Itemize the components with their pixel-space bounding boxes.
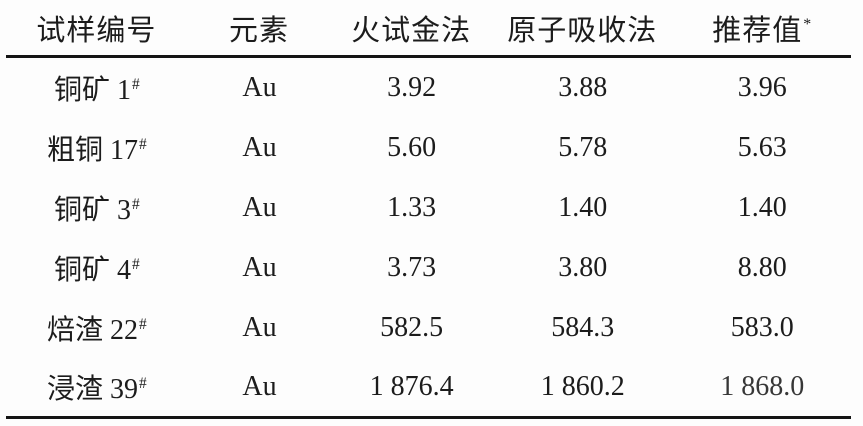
header-fire-assay: 火试金法 (331, 0, 492, 58)
sample-id-cell: 铜矿 4# (53, 255, 140, 286)
table-row: 浸渣 39# Au 1 876.4 1 860.2 1 868.0 (6, 358, 851, 419)
recommended-value-cell: 1.40 (737, 192, 787, 223)
results-table: 试样编号 元素 火试金法 原子吸收法 推荐值* 铜矿 1# Au 3.92 3.… (6, 0, 851, 419)
recommended-value-cell: 1 868.0 (673, 358, 851, 419)
fire-assay-cell: 3.92 (387, 72, 437, 103)
header-sample-id: 试样编号 (6, 0, 188, 58)
element-cell: Au (242, 312, 277, 343)
table-body: 铜矿 1# Au 3.92 3.88 3.96 粗铜 17# Au 5.60 5… (6, 57, 851, 419)
hash-superscript: # (131, 75, 140, 93)
element-cell: Au (242, 192, 277, 223)
recommended-value-cell: 3.96 (737, 72, 787, 103)
asterisk-superscript: * (803, 15, 813, 33)
hash-superscript: # (131, 255, 140, 273)
sample-id-cell: 浸渣 39# (6, 358, 188, 419)
sample-id-cell: 粗铜 17# (46, 135, 147, 166)
header-recommended-value: 推荐值* (673, 0, 851, 58)
hash-superscript: # (138, 315, 147, 333)
fire-assay-cell: 1 876.4 (331, 358, 492, 419)
table-row: 铜矿 4# Au 3.73 3.80 8.80 (6, 238, 851, 298)
fire-assay-cell: 582.5 (380, 312, 444, 343)
fire-assay-cell: 3.73 (387, 252, 437, 283)
table-row: 铜矿 1# Au 3.92 3.88 3.96 (6, 57, 851, 119)
recommended-value-cell: 583.0 (730, 312, 794, 343)
atomic-absorption-cell: 1.40 (558, 192, 608, 223)
hash-superscript: # (131, 195, 140, 213)
fire-assay-cell: 5.60 (387, 132, 437, 163)
element-cell: Au (242, 132, 277, 163)
atomic-absorption-cell: 3.80 (558, 252, 608, 283)
sample-id-cell: 焙渣 22# (46, 315, 147, 346)
sample-id-cell: 铜矿 1# (53, 75, 140, 106)
element-cell: Au (242, 72, 277, 103)
hash-superscript: # (138, 135, 147, 153)
header-atomic-absorption: 原子吸收法 (491, 0, 674, 58)
atomic-absorption-cell: 584.3 (551, 312, 615, 343)
fire-assay-cell: 1.33 (387, 192, 437, 223)
table-row: 粗铜 17# Au 5.60 5.78 5.63 (6, 118, 851, 178)
header-row: 试样编号 元素 火试金法 原子吸收法 推荐值* (6, 0, 851, 58)
element-cell: Au (242, 252, 277, 283)
table-header: 试样编号 元素 火试金法 原子吸收法 推荐值* (6, 0, 851, 58)
atomic-absorption-cell: 3.88 (558, 72, 608, 103)
header-element: 元素 (187, 0, 332, 58)
recommended-value-cell: 8.80 (737, 252, 787, 283)
sample-id-cell: 铜矿 3# (53, 195, 140, 226)
atomic-absorption-cell: 1 860.2 (491, 358, 674, 419)
table-row: 铜矿 3# Au 1.33 1.40 1.40 (6, 178, 851, 238)
table-row: 焙渣 22# Au 582.5 584.3 583.0 (6, 298, 851, 358)
hash-superscript: # (138, 374, 147, 392)
recommended-value-cell: 5.63 (737, 132, 787, 163)
element-cell: Au (187, 358, 332, 419)
atomic-absorption-cell: 5.78 (558, 132, 608, 163)
